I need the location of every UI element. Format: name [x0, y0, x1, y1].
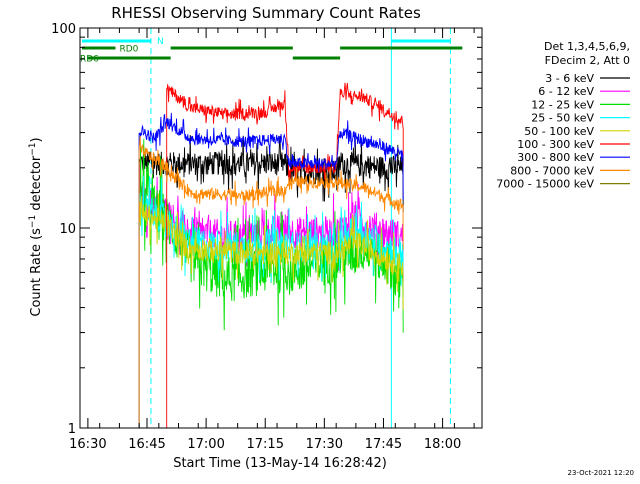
y-axis-label-mid: detector: [29, 155, 44, 215]
chart-title: RHESSI Observing Summary Count Rates: [111, 4, 421, 22]
y-axis-label-main: Count Rate (s: [29, 228, 44, 317]
legend: Det 1,3,4,5,6,9, FDecim 2, Att 0 3 - 6 k…: [496, 40, 630, 191]
x-tick-label-6: 18:00: [424, 437, 461, 452]
y-axis-label-end: ): [29, 137, 44, 142]
legend-label-3: 25 - 50 keV: [531, 112, 594, 125]
series-layer: [138, 82, 404, 428]
x-tick-label-2: 17:00: [187, 437, 224, 452]
y-axis-label-sup2: −1: [28, 142, 38, 155]
legend-header-line-1: Det 1,3,4,5,6,9,: [544, 40, 630, 53]
x-tick-label-5: 17:45: [365, 437, 402, 452]
series-line-4: [138, 193, 404, 428]
series-line-2: [138, 138, 404, 428]
legend-label-1: 6 - 12 keV: [538, 85, 594, 98]
legend-label-8: 7000 - 15000 keV: [496, 178, 594, 191]
series-line-0: [138, 134, 404, 428]
y-tick-label-1: 10: [59, 222, 76, 237]
x-tick-label-1: 16:45: [128, 437, 165, 452]
night-bar-label-0: N: [157, 37, 164, 47]
legend-label-2: 12 - 25 keV: [531, 98, 594, 111]
legend-label-0: 3 - 6 keV: [545, 72, 594, 85]
x-tick-label-4: 17:30: [306, 437, 343, 452]
y-tick-label-0: 1: [68, 422, 76, 437]
legend-header-line-2: FDecim 2, Att 0: [545, 54, 630, 67]
series-line-5: [166, 82, 404, 428]
series-line-6: [138, 112, 404, 428]
y-axis-label-sup1: −1: [28, 215, 38, 228]
status-bars: NRD0RD6: [80, 37, 463, 65]
legend-label-6: 300 - 800 keV: [517, 151, 594, 164]
generation-timestamp: 23-Oct-2021 12:20: [568, 469, 634, 477]
y-axis-label: Count Rate (s−1 detector−1): [28, 137, 44, 316]
legend-label-5: 100 - 300 keV: [517, 138, 594, 151]
x-tick-label-3: 17:15: [247, 437, 284, 452]
legend-label-4: 50 - 100 keV: [524, 125, 594, 138]
y-tick-label-2: 100: [51, 22, 76, 37]
series-line-7: [138, 136, 404, 428]
x-axis-label: Start Time (13-May-14 16:28:42): [173, 456, 387, 471]
attenuator-label-0: RD0: [119, 45, 138, 55]
legend-label-7: 800 - 7000 keV: [510, 164, 594, 177]
x-tick-label-0: 16:30: [69, 437, 106, 452]
axes: 1 10 100 16:30 16:45 17:00 17:15 17:30 17:45 18:0…: [51, 22, 483, 452]
